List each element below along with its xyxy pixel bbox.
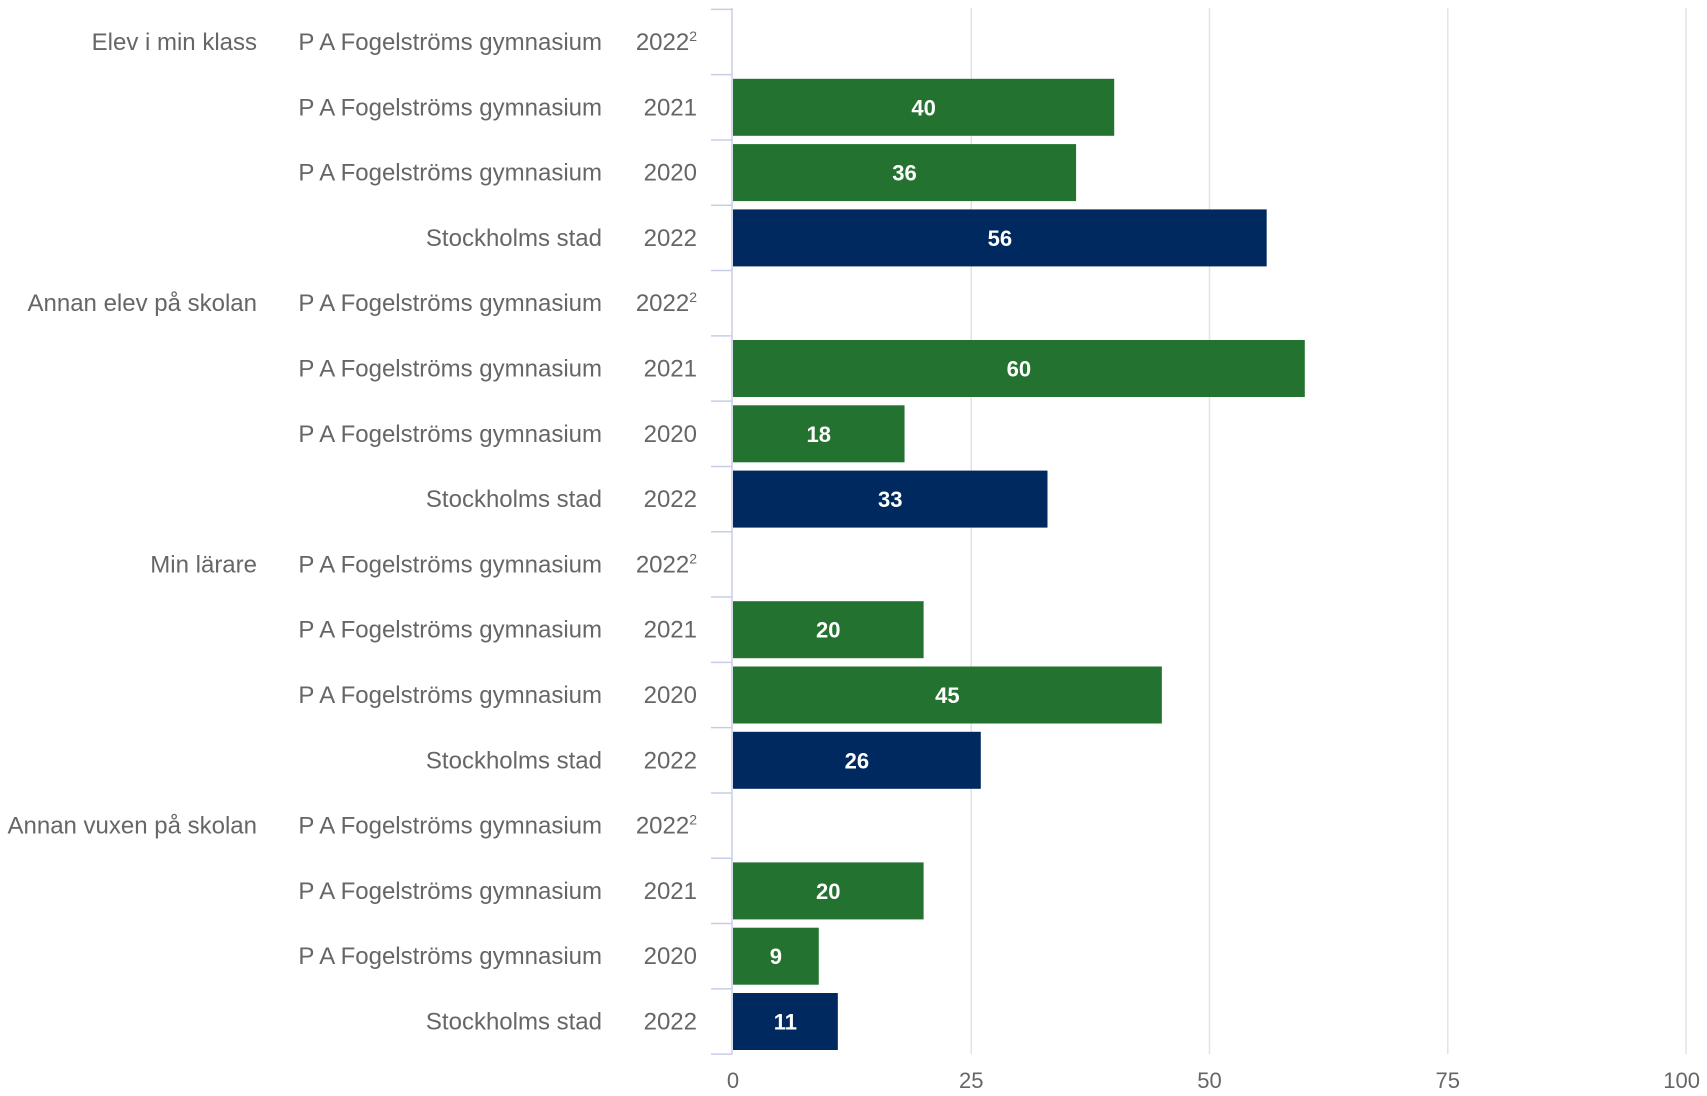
row-entity-label: Stockholms stad xyxy=(426,1009,602,1036)
row-entity-label: P A Fogelströms gymnasium xyxy=(298,813,602,840)
row-entity-label: P A Fogelströms gymnasium xyxy=(298,551,602,578)
row-year-label: 20222 xyxy=(636,550,697,578)
row-entity-label: P A Fogelströms gymnasium xyxy=(298,290,602,317)
bar xyxy=(733,340,1305,397)
row-year-label: 2021 xyxy=(644,356,697,383)
data-label: 40 xyxy=(911,95,935,120)
row-year-label: 2022 xyxy=(644,225,697,252)
x-tick-label: 0 xyxy=(727,1068,739,1093)
row-year-label: 2020 xyxy=(644,943,697,970)
row-entity-label: Stockholms stad xyxy=(426,486,602,513)
row-year-label: 2020 xyxy=(644,160,697,187)
row-year-label: 20222 xyxy=(636,812,697,840)
data-label: 33 xyxy=(878,487,902,512)
data-label: 9 xyxy=(770,944,782,969)
row-entity-label: P A Fogelströms gymnasium xyxy=(298,160,602,187)
bar xyxy=(733,993,838,1050)
row-year-label: 2021 xyxy=(644,617,697,644)
group-label: Min lärare xyxy=(150,551,257,578)
data-label: 20 xyxy=(816,618,840,643)
row-entity-label: P A Fogelströms gymnasium xyxy=(298,29,602,56)
footnote-marker: 2 xyxy=(689,289,697,305)
bar xyxy=(733,862,924,920)
x-tick-label: 25 xyxy=(959,1068,983,1093)
group-label: Annan vuxen på skolan xyxy=(7,813,257,840)
group-label: Elev i min klass xyxy=(92,29,257,56)
row-year-label: 2021 xyxy=(644,94,697,121)
x-tick-label: 100 xyxy=(1663,1068,1700,1093)
bar xyxy=(733,209,1267,267)
row-year-label: 2020 xyxy=(644,421,697,448)
group-label: Annan elev på skolan xyxy=(28,290,258,317)
row-entity-label: P A Fogelströms gymnasium xyxy=(298,617,602,644)
data-label: 36 xyxy=(892,161,916,186)
row-entity-label: Stockholms stad xyxy=(426,225,602,252)
data-label: 56 xyxy=(988,226,1012,251)
bar xyxy=(733,731,981,789)
bar xyxy=(733,601,924,659)
bar xyxy=(733,927,819,985)
bar xyxy=(733,470,1048,528)
row-entity-label: Stockholms stad xyxy=(426,747,602,774)
footnote-marker: 2 xyxy=(689,28,697,44)
data-label: 60 xyxy=(1007,357,1031,382)
footnote-marker: 2 xyxy=(689,812,697,828)
x-tick-label: 75 xyxy=(1436,1068,1460,1093)
row-entity-label: P A Fogelströms gymnasium xyxy=(298,421,602,448)
row-year-label: 2022 xyxy=(644,1009,697,1036)
bar xyxy=(733,78,1115,136)
row-year-label: 2021 xyxy=(644,878,697,905)
bar xyxy=(733,405,905,463)
row-year-label: 20222 xyxy=(636,28,697,56)
data-label: 20 xyxy=(816,879,840,904)
row-year-label: 20222 xyxy=(636,289,697,317)
bar xyxy=(733,666,1162,724)
row-year-label: 2020 xyxy=(644,682,697,709)
data-label: 45 xyxy=(935,683,959,708)
bar xyxy=(733,144,1077,202)
data-label: 26 xyxy=(845,748,869,773)
row-entity-label: P A Fogelströms gymnasium xyxy=(298,682,602,709)
row-year-label: 2022 xyxy=(644,486,697,513)
footnote-marker: 2 xyxy=(689,550,697,566)
row-entity-label: P A Fogelströms gymnasium xyxy=(298,878,602,905)
row-entity-label: P A Fogelströms gymnasium xyxy=(298,943,602,970)
data-label: 18 xyxy=(807,422,831,447)
row-entity-label: P A Fogelströms gymnasium xyxy=(298,356,602,383)
row-entity-label: P A Fogelströms gymnasium xyxy=(298,94,602,121)
data-label: 11 xyxy=(774,1010,797,1035)
row-year-label: 2022 xyxy=(644,747,697,774)
x-tick-label: 50 xyxy=(1197,1068,1221,1093)
